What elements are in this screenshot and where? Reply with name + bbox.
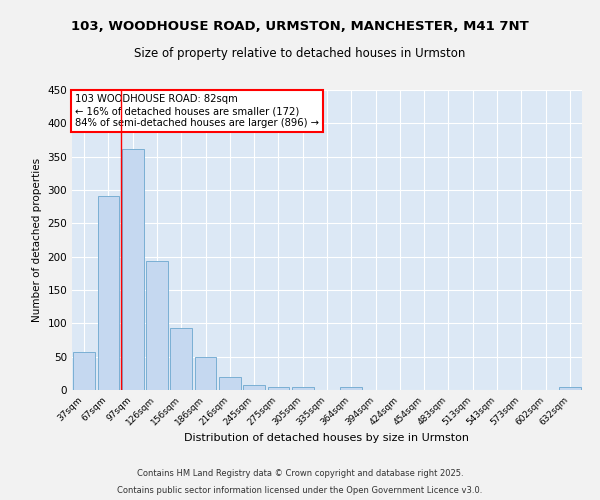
Text: Size of property relative to detached houses in Urmston: Size of property relative to detached ho… <box>134 48 466 60</box>
Text: 103, WOODHOUSE ROAD, URMSTON, MANCHESTER, M41 7NT: 103, WOODHOUSE ROAD, URMSTON, MANCHESTER… <box>71 20 529 33</box>
Bar <box>73 352 95 390</box>
Text: Contains HM Land Registry data © Crown copyright and database right 2025.: Contains HM Land Registry data © Crown c… <box>137 468 463 477</box>
Bar <box>268 386 289 390</box>
Bar <box>122 148 143 390</box>
Y-axis label: Number of detached properties: Number of detached properties <box>32 158 42 322</box>
Bar <box>194 356 217 390</box>
Bar <box>219 376 241 390</box>
Bar <box>559 388 581 390</box>
X-axis label: Distribution of detached houses by size in Urmston: Distribution of detached houses by size … <box>185 432 470 442</box>
Bar <box>146 262 168 390</box>
Bar <box>170 328 192 390</box>
Text: Contains public sector information licensed under the Open Government Licence v3: Contains public sector information licen… <box>118 486 482 495</box>
Bar <box>243 384 265 390</box>
Bar <box>292 386 314 390</box>
Bar <box>97 196 119 390</box>
Bar <box>340 388 362 390</box>
Text: 103 WOODHOUSE ROAD: 82sqm
← 16% of detached houses are smaller (172)
84% of semi: 103 WOODHOUSE ROAD: 82sqm ← 16% of detac… <box>74 94 319 128</box>
